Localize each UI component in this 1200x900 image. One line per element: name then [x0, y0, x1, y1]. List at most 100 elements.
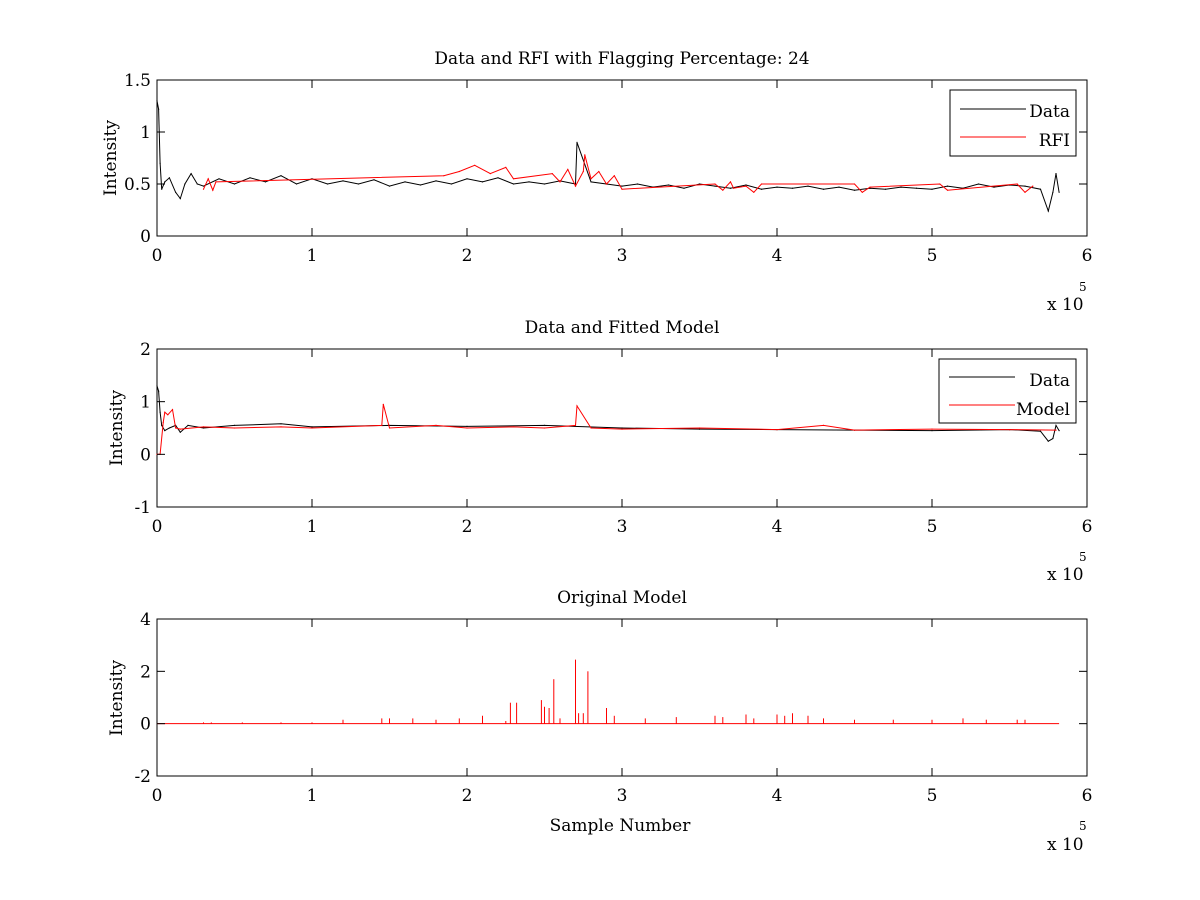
y-tick-label: 1.5 — [124, 71, 151, 91]
data-point — [388, 427, 391, 429]
data-point — [853, 189, 856, 191]
y-axis-label: Intensity — [107, 660, 127, 736]
data-point — [714, 183, 716, 185]
plot-area — [156, 618, 1088, 777]
data-point — [161, 424, 163, 426]
data-point — [1058, 191, 1060, 193]
data-point — [698, 427, 701, 429]
data-point — [187, 424, 189, 426]
data-point — [466, 178, 468, 180]
x-tick-label: 1 — [307, 786, 318, 806]
data-point — [1008, 429, 1011, 431]
data-point — [168, 177, 170, 179]
data-point — [158, 108, 160, 110]
data-point — [443, 175, 445, 177]
data-point — [512, 178, 515, 180]
data-point — [1055, 424, 1057, 426]
x-multiplier-label: x 10 — [1047, 565, 1084, 585]
data-point — [584, 154, 586, 156]
data-point — [543, 427, 546, 429]
data-point — [202, 426, 205, 428]
x-tick-label: 6 — [1082, 246, 1093, 266]
x-tick-label: 0 — [152, 246, 163, 266]
x-tick-label: 3 — [617, 786, 628, 806]
data-point — [621, 185, 623, 187]
data-point — [1052, 437, 1054, 440]
data-point — [505, 166, 507, 168]
data-point — [435, 180, 437, 182]
y-tick-label: 2 — [140, 662, 151, 682]
data-point — [381, 424, 383, 426]
data-point — [311, 427, 313, 429]
data-point — [179, 428, 181, 430]
y-tick-label: -2 — [134, 767, 151, 787]
legend-label-data: Data — [1029, 371, 1070, 391]
data-point — [264, 181, 267, 183]
x-tick-label: 6 — [1082, 786, 1093, 806]
data-point — [733, 187, 735, 189]
data-point — [698, 428, 701, 430]
data-point — [342, 180, 344, 182]
data-point — [745, 184, 747, 186]
data-point — [613, 175, 615, 177]
data-point — [1024, 185, 1026, 187]
legend-label-model: Model — [1016, 400, 1070, 420]
data-point — [567, 168, 569, 170]
data-point — [167, 414, 169, 416]
data-point — [404, 181, 406, 183]
x-tick-label: 5 — [927, 246, 938, 266]
y-axis-label: Intensity — [107, 390, 127, 466]
data-point — [1047, 210, 1049, 212]
data-point — [822, 424, 825, 426]
data-point — [466, 425, 468, 427]
panel-data-rfi: Data and RFI with Flagging Percentage: 2… — [101, 49, 1092, 315]
data-point — [861, 191, 863, 193]
x-multiplier-exponent: 5 — [1079, 550, 1087, 564]
data-point — [207, 178, 209, 180]
data-point — [900, 186, 902, 188]
x-tick-label: 6 — [1082, 517, 1093, 537]
data-point — [1058, 430, 1060, 432]
data-point — [161, 188, 163, 190]
series-line-model — [157, 404, 1057, 455]
data-point — [621, 427, 623, 429]
data-point — [946, 189, 949, 191]
data-point — [760, 183, 763, 185]
y-tick-label: 2 — [140, 340, 151, 360]
data-point — [576, 141, 578, 143]
data-point — [162, 422, 164, 424]
data-point — [576, 405, 578, 407]
x-multiplier-exponent: 5 — [1079, 280, 1087, 294]
data-point — [435, 424, 437, 426]
data-point — [1024, 191, 1026, 193]
data-point — [179, 198, 181, 200]
y-tick-label: 0 — [140, 715, 151, 735]
data-point — [158, 390, 160, 392]
data-point — [1052, 191, 1054, 193]
data-point — [582, 170, 584, 173]
data-point — [698, 183, 701, 185]
data-point — [190, 173, 192, 175]
legend-label-rfi: RFI — [1039, 131, 1070, 151]
data-point — [946, 185, 949, 187]
data-point — [590, 178, 592, 180]
y-tick-label: 4 — [140, 610, 151, 630]
data-point — [179, 431, 181, 433]
data-point — [745, 185, 747, 187]
data-point — [489, 173, 491, 175]
y-tick-label: 0.5 — [124, 175, 151, 195]
data-point — [559, 181, 561, 183]
data-point — [196, 183, 198, 185]
data-point — [249, 177, 251, 179]
x-tick-label: 1 — [307, 246, 318, 266]
x-tick-label: 4 — [772, 246, 783, 266]
data-point — [543, 424, 546, 426]
data-point — [497, 177, 499, 179]
data-point — [184, 183, 186, 185]
data-point — [853, 429, 856, 431]
x-multiplier-label: x 10 — [1047, 835, 1084, 855]
x-tick-label: 4 — [772, 786, 783, 806]
data-point — [791, 187, 794, 189]
data-point — [326, 183, 329, 185]
